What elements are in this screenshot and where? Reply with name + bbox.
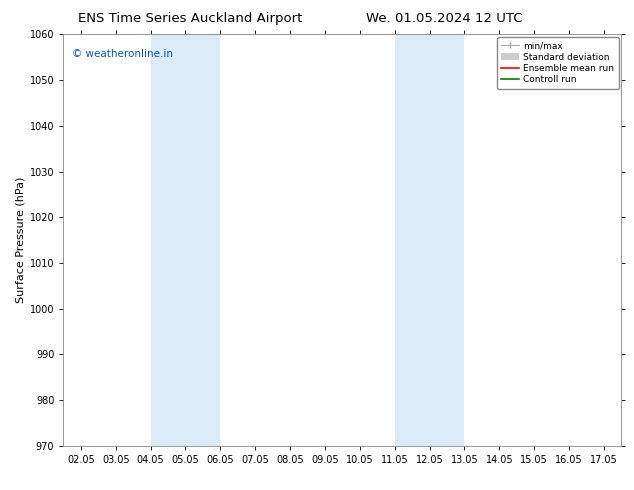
Bar — [394, 34, 464, 446]
Text: ENS Time Series Auckland Airport: ENS Time Series Auckland Airport — [78, 12, 302, 25]
Legend: min/max, Standard deviation, Ensemble mean run, Controll run: min/max, Standard deviation, Ensemble me… — [497, 37, 619, 89]
Text: We. 01.05.2024 12 UTC: We. 01.05.2024 12 UTC — [366, 12, 522, 25]
Y-axis label: Surface Pressure (hPa): Surface Pressure (hPa) — [16, 177, 25, 303]
Text: © weatheronline.in: © weatheronline.in — [72, 49, 173, 59]
Bar — [150, 34, 221, 446]
